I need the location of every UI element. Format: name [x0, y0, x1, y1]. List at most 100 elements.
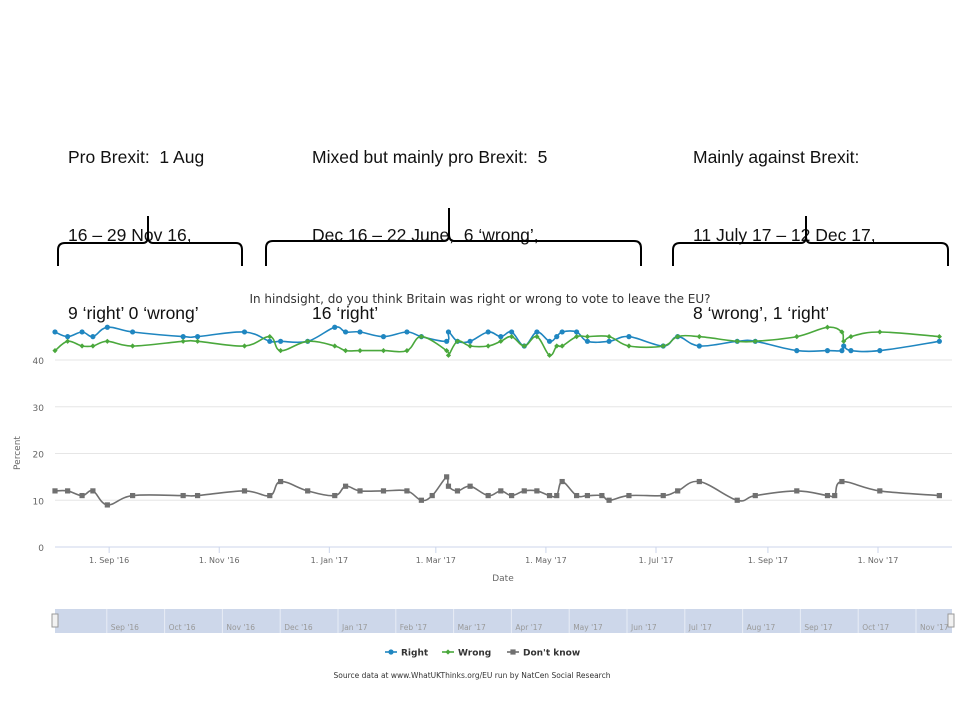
data-point-wrong: [444, 348, 450, 354]
data-point-right: [509, 329, 515, 335]
navigator-label: Jan '17: [341, 623, 368, 632]
data-point-don-t-know: [65, 488, 71, 494]
data-point-don-t-know: [573, 492, 580, 499]
data-point-wrong: [130, 343, 136, 349]
data-point-right: [606, 338, 612, 344]
data-point-right: [445, 329, 452, 335]
data-point-wrong: [380, 348, 387, 354]
navigator-label: Apr '17: [515, 623, 542, 632]
data-point-don-t-know: [752, 492, 758, 499]
data-point-right: [90, 334, 96, 340]
brace-2: [265, 208, 642, 266]
data-point-wrong: [90, 343, 96, 349]
data-point-wrong: [584, 334, 591, 340]
data-point-wrong: [267, 334, 273, 340]
navigator-label: Jun '17: [630, 623, 657, 632]
legend: Right Wrong Don't know: [385, 649, 580, 659]
annotation-line: 9 ‘right’ 0 ‘wrong’: [68, 303, 199, 323]
data-point-don-t-know: [554, 492, 560, 499]
source-note: Source data at www.WhatUKThinks.org/EU r…: [334, 671, 611, 680]
data-point-don-t-know: [599, 492, 605, 499]
data-point-don-t-know: [130, 492, 136, 499]
data-point-don-t-know: [485, 492, 491, 499]
data-point-don-t-know: [332, 492, 338, 499]
data-point-wrong: [696, 334, 702, 340]
data-point-right: [696, 343, 702, 349]
data-point-don-t-know: [278, 478, 284, 485]
data-point-right: [104, 324, 110, 330]
navigator-label: Feb '17: [400, 623, 427, 632]
data-point-wrong: [794, 334, 800, 340]
data-point-right: [824, 348, 831, 354]
series-don-t-know: [52, 474, 942, 508]
data-point-wrong: [278, 348, 284, 354]
y-axis-ticks: 0 10 20 30 40: [33, 357, 45, 554]
legend-item-wrong[interactable]: Wrong: [442, 649, 491, 659]
data-point-wrong: [357, 348, 363, 354]
data-point-right: [52, 329, 58, 335]
data-point-don-t-know: [509, 492, 515, 499]
data-point-don-t-know: [660, 492, 666, 499]
data-point-wrong: [104, 338, 110, 344]
data-point-wrong: [606, 334, 612, 340]
y-tick-label: 0: [38, 544, 44, 554]
series-wrong: [52, 324, 942, 358]
data-point-right: [278, 338, 284, 344]
data-point-wrong: [626, 343, 632, 349]
data-point-right: [241, 329, 248, 335]
annotation-line: 8 ‘wrong’, 1 ‘right’: [693, 303, 830, 323]
line-chart: In hindsight, do you think Britain was r…: [13, 292, 955, 680]
data-point-wrong: [824, 324, 831, 330]
data-point-wrong: [534, 334, 540, 340]
x-tick-label: 1. Jan '17: [311, 556, 348, 565]
series-line-right: [54, 326, 940, 353]
y-tick-label: 20: [33, 451, 45, 461]
navigator-label: Mar '17: [458, 623, 486, 632]
navigator[interactable]: Sep '16 Oct '16 Nov '16 Dec '16 Jan '17 Feb '…: [51, 609, 955, 633]
data-point-don-t-know: [839, 478, 845, 485]
x-axis-ticks: 1. Sep '16 1. Nov '16 1. Jan '17 1. Mar '17…: [89, 547, 898, 565]
legend-item-don-t-know[interactable]: Don't know: [507, 649, 580, 659]
data-point-right: [498, 334, 504, 340]
navigator-labels: Sep '16 Oct '16 Nov '16 Dec '16 Jan '17 Feb '…: [106, 609, 949, 633]
data-point-don-t-know: [418, 497, 424, 503]
data-point-wrong: [445, 352, 452, 358]
data-point-wrong: [546, 352, 553, 358]
data-point-wrong: [454, 338, 461, 344]
navigator-label: Oct '17: [862, 623, 889, 632]
data-point-don-t-know: [52, 488, 58, 494]
data-point-don-t-know: [241, 488, 248, 494]
data-point-wrong: [521, 343, 527, 349]
data-point-right: [130, 329, 136, 335]
data-point-wrong: [79, 343, 85, 349]
navigator-right-handle[interactable]: [947, 613, 955, 628]
navigator-label: Nov '16: [226, 623, 255, 632]
series-right: [52, 324, 942, 354]
x-tick-label: 1. Jul '17: [639, 556, 674, 565]
data-point-don-t-know: [675, 488, 681, 494]
navigator-label: Aug '17: [747, 623, 776, 632]
data-point-wrong: [660, 343, 666, 349]
data-point-don-t-know: [194, 492, 201, 499]
data-point-don-t-know: [467, 483, 473, 489]
annotation-line: 11 July 17 – 12 Dec 17,: [693, 225, 876, 245]
annotation-line: 16 ‘right’: [312, 303, 379, 323]
x-axis-label: Date: [492, 574, 514, 584]
data-point-don-t-know: [79, 492, 85, 499]
data-point-right: [546, 338, 553, 344]
legend-item-right[interactable]: Right: [385, 649, 429, 659]
data-point-right: [936, 338, 942, 344]
navigator-label: Nov '17: [920, 623, 949, 632]
x-tick-label: 1. Nov '17: [858, 556, 899, 565]
brace-3: [672, 216, 949, 266]
data-point-right: [342, 329, 349, 335]
data-point-don-t-know: [180, 492, 186, 499]
data-point-don-t-know: [444, 474, 450, 480]
data-point-wrong: [52, 348, 58, 354]
y-tick-label: 10: [33, 497, 45, 507]
data-point-don-t-know: [104, 502, 110, 508]
navigator-track[interactable]: [55, 609, 952, 633]
data-point-wrong: [194, 338, 201, 344]
data-point-don-t-know: [584, 492, 591, 499]
navigator-left-handle[interactable]: [51, 613, 59, 628]
